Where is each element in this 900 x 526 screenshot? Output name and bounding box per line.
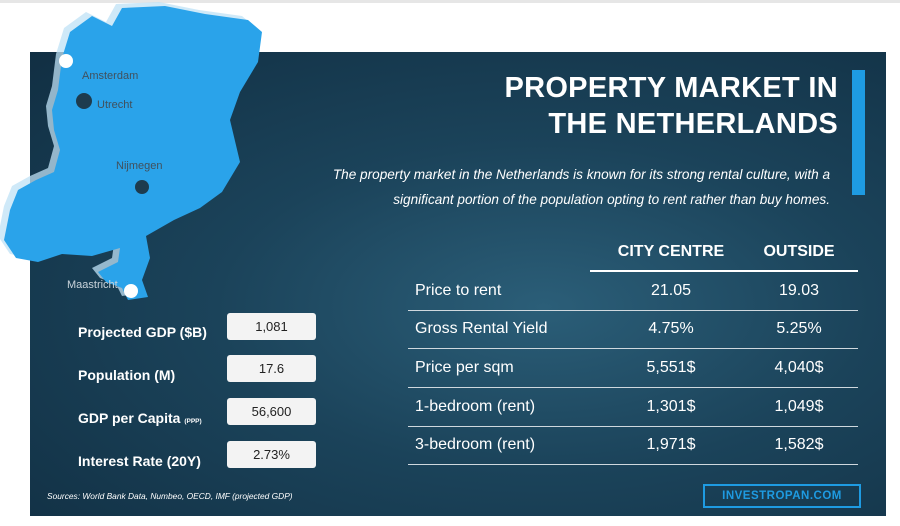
brand-link[interactable]: INVESTROPAN.COM	[703, 484, 861, 508]
stat-value-projected-gdp: 1,081	[227, 313, 316, 340]
amsterdam-marker	[59, 54, 73, 68]
city-centre-value: 1,971$	[646, 436, 696, 453]
top-divider	[0, 0, 900, 3]
city-centre-value: 5,551$	[646, 359, 696, 376]
row-divider	[408, 387, 858, 388]
outside-value: 4,040$	[774, 359, 824, 376]
title-line-2: THE NETHERLANDS	[548, 108, 838, 140]
row-label: 3-bedroom (rent)	[415, 436, 536, 453]
intro-line-1: The property market in the Netherlands i…	[332, 167, 830, 182]
row-label: Gross Rental Yield	[415, 320, 548, 337]
intro-text: The property market in the Netherlands i…	[270, 162, 830, 212]
stat-label-text: Population (M)	[78, 367, 176, 383]
netherlands-map	[0, 2, 262, 300]
table-row: 1-bedroom (rent) 1,301$ 1,049$	[408, 389, 858, 427]
table-row: 3-bedroom (rent) 1,971$ 1,582$	[408, 427, 858, 465]
map-shape	[4, 6, 262, 300]
stat-label-projected-gdp: Projected GDP ($B)	[78, 324, 207, 340]
city-label-utrecht: Utrecht	[97, 99, 133, 111]
row-divider	[408, 426, 858, 427]
stat-label-gdp-per-capita: GDP per Capita (PPP)	[78, 410, 202, 426]
row-label: Price to rent	[415, 282, 502, 299]
page-title: PROPERTY MARKET IN THE NETHERLANDS	[504, 70, 838, 142]
stat-value-gdp-per-capita: 56,600	[227, 398, 316, 425]
header-rule	[590, 270, 858, 272]
table-row: Gross Rental Yield 4.75% 5.25%	[408, 311, 858, 349]
outside-value: 5.25%	[776, 320, 822, 337]
column-header-city-centre: CITY CENTRE	[617, 243, 725, 260]
outside-value: 1,049$	[774, 398, 824, 415]
table-row: Price per sqm 5,551$ 4,040$	[408, 350, 858, 388]
city-label-maastricht: Maastricht	[67, 279, 118, 291]
stat-value-population: 17.6	[227, 355, 316, 382]
city-label-amsterdam: Amsterdam	[82, 70, 139, 82]
sources-note: Sources: World Bank Data, Numbeo, OECD, …	[47, 491, 293, 501]
intro-line-2: significant portion of the population op…	[393, 192, 830, 207]
table-row: Price to rent 21.05 19.03	[408, 273, 858, 311]
stat-label-text: Interest Rate (20Y)	[78, 453, 201, 469]
row-label: Price per sqm	[415, 359, 514, 376]
city-centre-value: 1,301$	[646, 398, 696, 415]
city-centre-value: 4.75%	[648, 320, 694, 337]
stat-label-interest-rate: Interest Rate (20Y)	[78, 453, 201, 469]
title-line-1: PROPERTY MARKET IN	[504, 72, 838, 104]
stat-label-text: GDP per Capita	[78, 410, 181, 426]
stat-label-text: Projected GDP ($B)	[78, 324, 207, 340]
row-divider	[408, 464, 858, 465]
stat-label-suffix: (PPP)	[184, 418, 202, 425]
nijmegen-marker	[135, 180, 149, 194]
row-label: 1-bedroom (rent)	[415, 398, 536, 415]
stat-value-interest-rate: 2.73%	[227, 441, 316, 468]
maastricht-marker	[124, 284, 138, 298]
outside-value: 1,582$	[774, 436, 824, 453]
column-header-outside: OUTSIDE	[763, 243, 835, 260]
city-centre-value: 21.05	[650, 282, 692, 299]
row-divider	[408, 310, 858, 311]
accent-bar	[852, 70, 865, 195]
city-label-nijmegen: Nijmegen	[116, 160, 163, 172]
outside-value: 19.03	[778, 282, 820, 299]
utrecht-marker	[76, 93, 92, 109]
row-divider	[408, 348, 858, 349]
stat-label-population: Population (M)	[78, 367, 175, 383]
